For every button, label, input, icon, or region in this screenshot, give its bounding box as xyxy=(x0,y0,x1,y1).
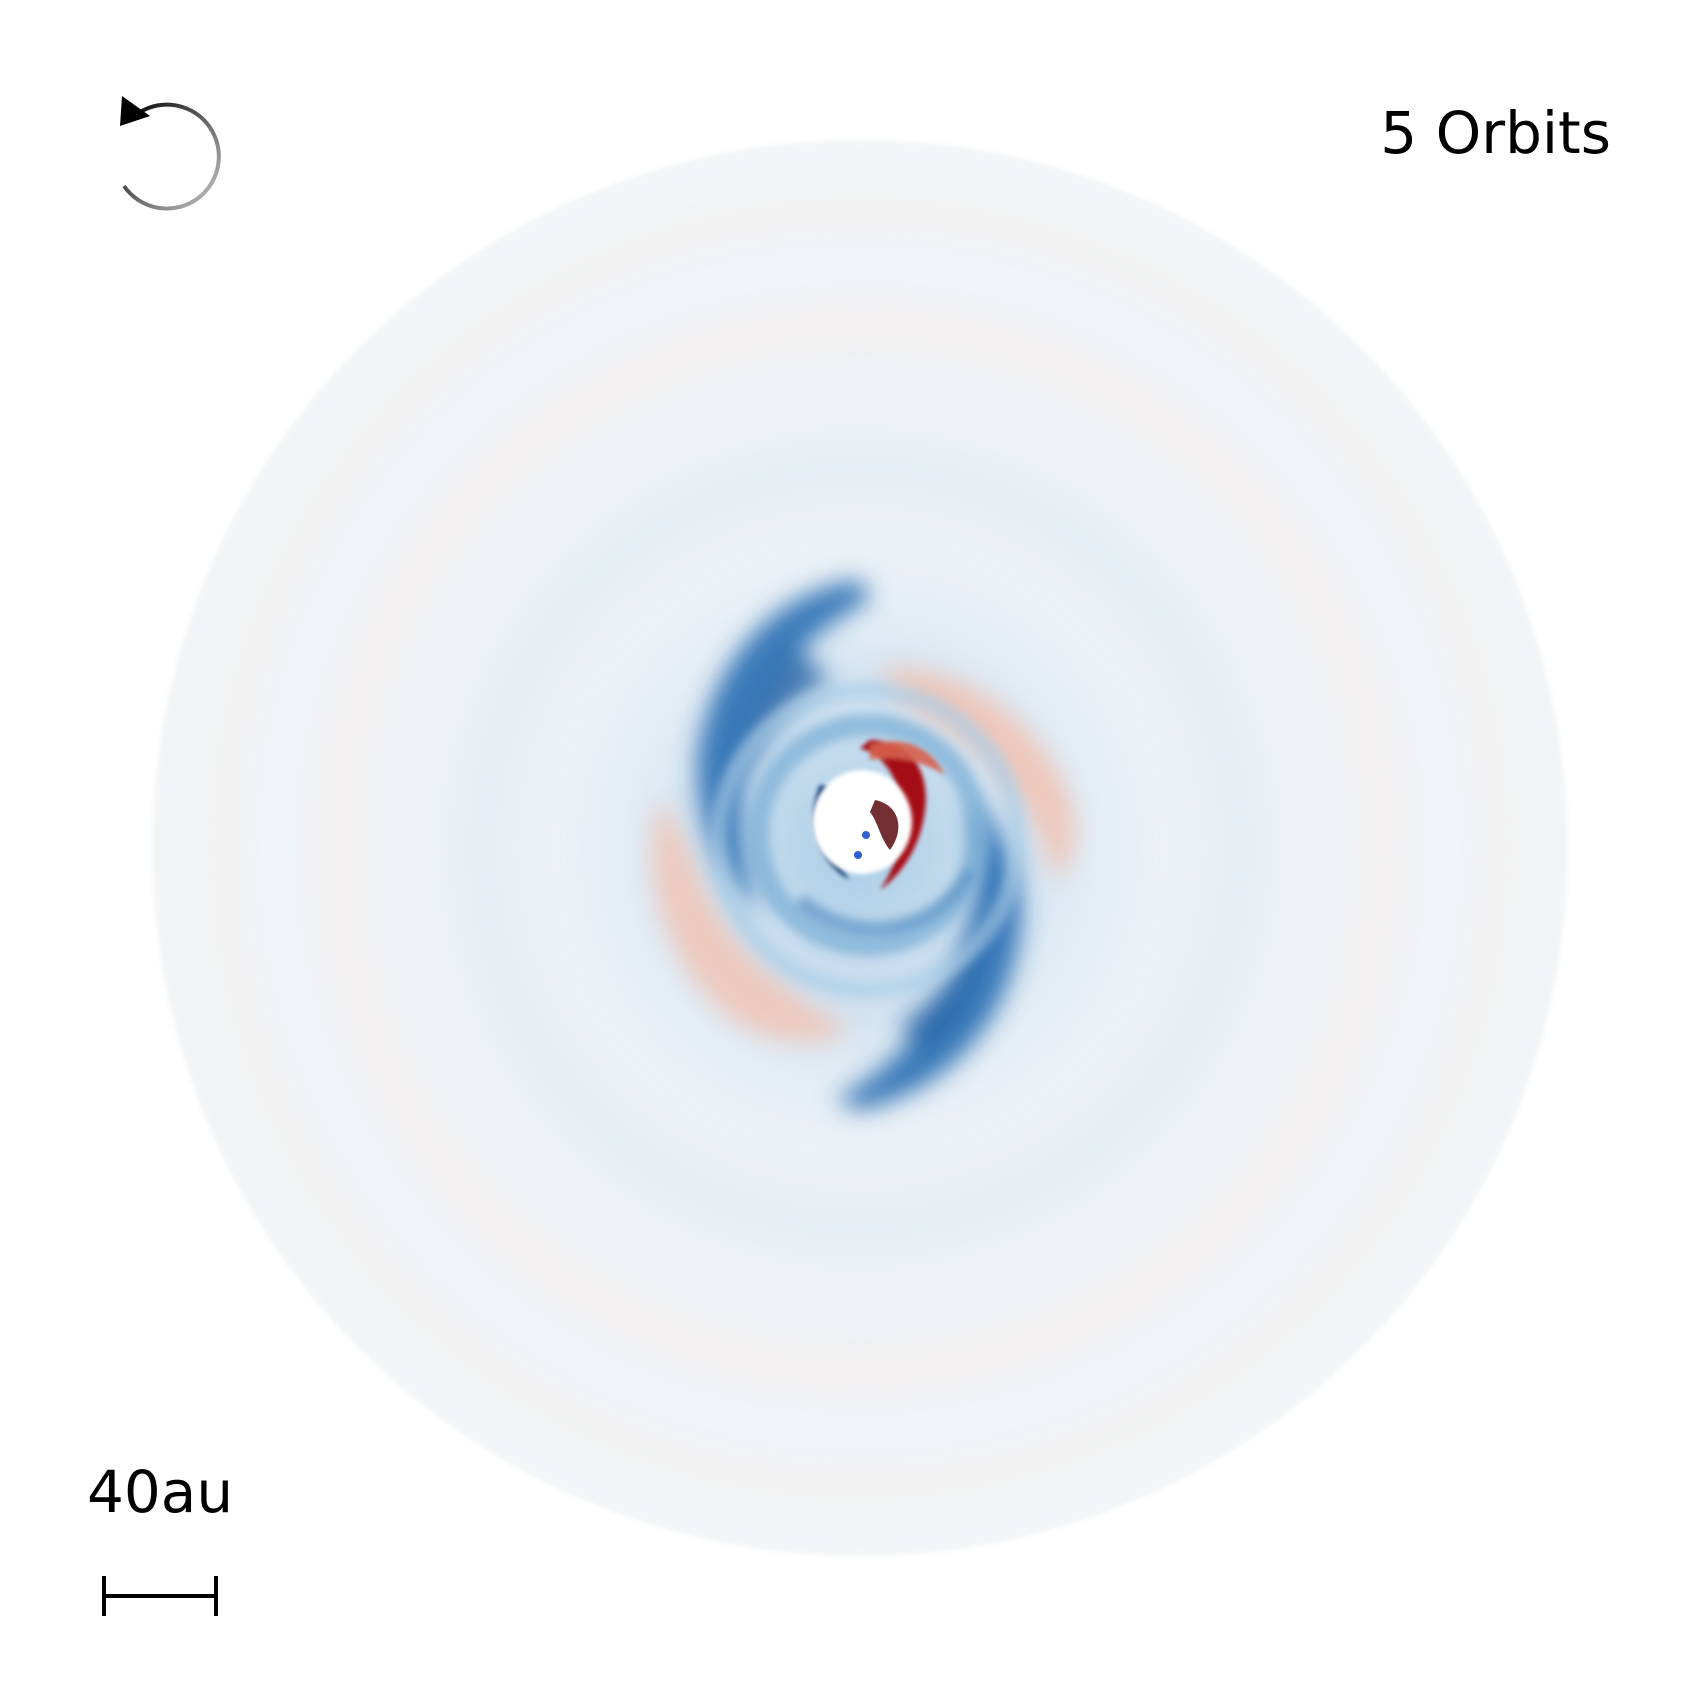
scale-bar xyxy=(102,1576,218,1616)
orbit-count-label: 5 Orbits xyxy=(1380,99,1611,167)
scale-bar-label: 40au xyxy=(87,1458,234,1526)
central-cavity xyxy=(812,770,912,874)
hole-edge-red xyxy=(860,740,945,890)
inner-swirl xyxy=(709,681,1027,999)
star-secondary xyxy=(854,851,862,859)
star-primary xyxy=(862,831,870,839)
negative-residual-spiral-arms xyxy=(697,580,1021,1110)
binary-stars xyxy=(854,831,870,859)
faint-rings xyxy=(205,193,1515,1503)
counterclockwise-arrow-icon xyxy=(120,96,221,211)
